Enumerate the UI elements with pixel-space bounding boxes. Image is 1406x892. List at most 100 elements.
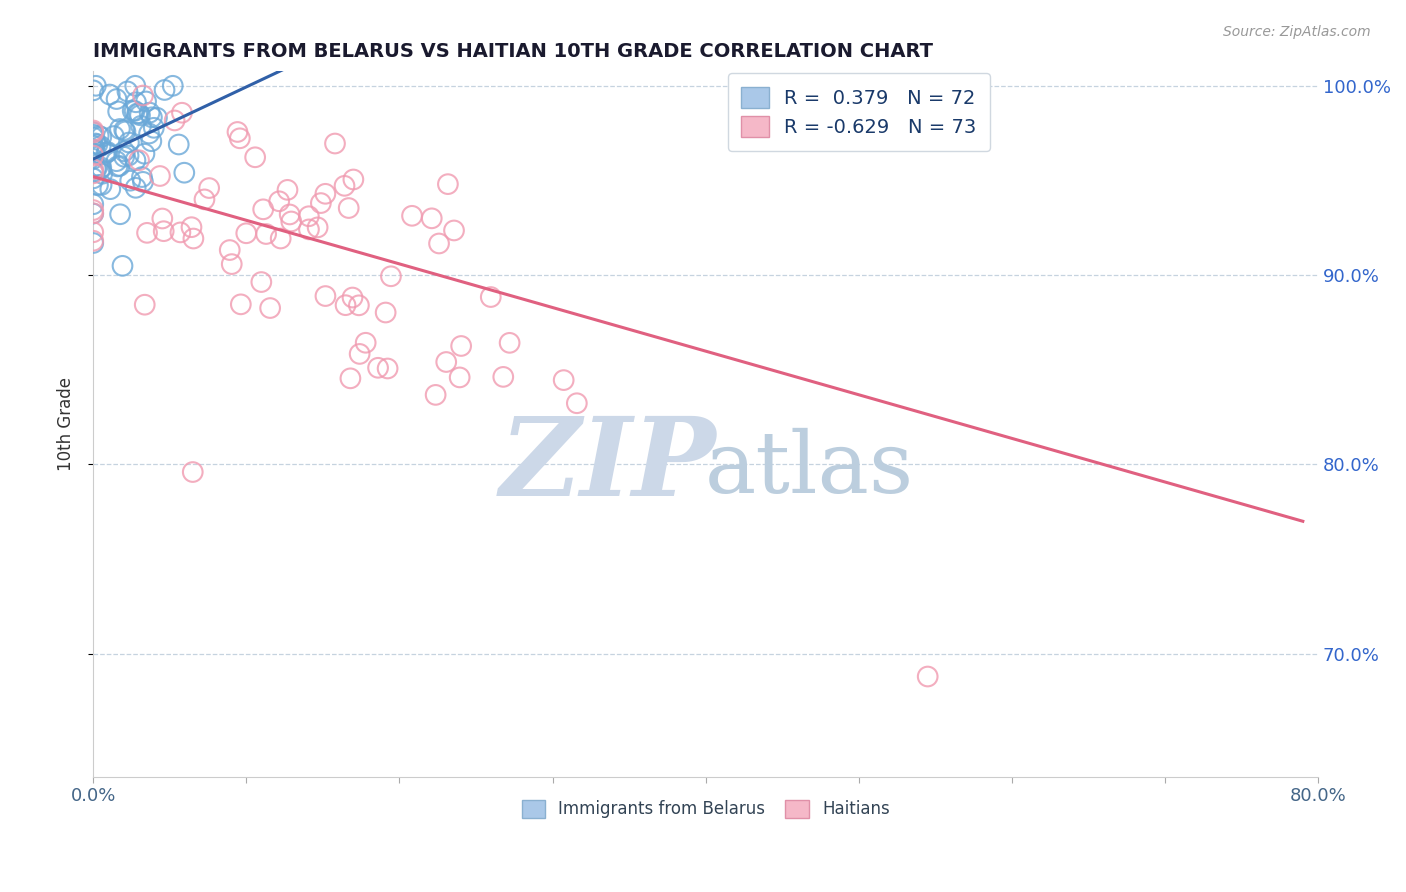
Point — [309, 196, 332, 211]
Point — [252, 202, 274, 217]
Point — [112, 145, 135, 159]
Point — [152, 224, 174, 238]
Point — [91, 167, 114, 181]
Point — [90, 162, 112, 177]
Point — [401, 209, 423, 223]
Point — [107, 104, 129, 119]
Point — [82, 123, 104, 137]
Point — [90, 130, 112, 145]
Point — [108, 207, 131, 221]
Point — [82, 125, 104, 139]
Point — [124, 103, 146, 118]
Point — [173, 166, 195, 180]
Point — [342, 291, 364, 305]
Point — [229, 297, 252, 311]
Point — [354, 335, 377, 350]
Point — [342, 172, 364, 186]
Point — [367, 360, 389, 375]
Point — [337, 201, 360, 215]
Point — [270, 231, 292, 245]
Point — [82, 206, 104, 220]
Point — [105, 154, 128, 169]
Point — [103, 129, 125, 144]
Point — [82, 171, 104, 186]
Point — [479, 290, 502, 304]
Point — [117, 148, 139, 162]
Point — [82, 125, 104, 139]
Point — [105, 92, 128, 106]
Point — [82, 235, 104, 250]
Point — [82, 162, 104, 177]
Point — [169, 226, 191, 240]
Point — [84, 78, 107, 93]
Point — [90, 178, 112, 192]
Point — [135, 95, 157, 109]
Point — [84, 161, 107, 176]
Point — [117, 84, 139, 98]
Point — [82, 225, 104, 239]
Point — [138, 127, 160, 141]
Point — [553, 373, 575, 387]
Point — [218, 243, 240, 257]
Point — [82, 128, 104, 142]
Point — [254, 227, 277, 241]
Point — [83, 143, 105, 157]
Point — [124, 78, 146, 93]
Point — [90, 139, 112, 153]
Point — [437, 177, 460, 191]
Point — [131, 170, 153, 185]
Point — [335, 298, 357, 312]
Point — [323, 136, 346, 151]
Point — [243, 150, 266, 164]
Point — [108, 159, 131, 173]
Point — [449, 370, 471, 384]
Point — [96, 145, 118, 159]
Point — [129, 108, 152, 122]
Point — [298, 209, 321, 223]
Point — [380, 269, 402, 284]
Point — [250, 275, 273, 289]
Point — [280, 214, 302, 228]
Text: ZIP: ZIP — [499, 412, 716, 520]
Point — [314, 186, 336, 201]
Point — [434, 355, 457, 369]
Point — [221, 257, 243, 271]
Point — [86, 161, 108, 176]
Point — [118, 136, 141, 150]
Point — [90, 161, 112, 175]
Point — [427, 236, 450, 251]
Point — [111, 259, 134, 273]
Point — [259, 301, 281, 315]
Point — [82, 203, 104, 218]
Point — [167, 137, 190, 152]
Point — [425, 388, 447, 402]
Point — [170, 105, 193, 120]
Y-axis label: 10th Grade: 10th Grade — [58, 376, 75, 471]
Point — [565, 396, 588, 410]
Point — [136, 226, 159, 240]
Point — [128, 106, 150, 120]
Point — [150, 211, 173, 226]
Point — [333, 178, 356, 193]
Point — [276, 183, 298, 197]
Point — [84, 136, 107, 151]
Point — [374, 305, 396, 319]
Point — [278, 207, 301, 221]
Point — [125, 181, 148, 195]
Point — [127, 106, 149, 120]
Point — [193, 193, 215, 207]
Point — [134, 298, 156, 312]
Point — [112, 123, 135, 137]
Point — [132, 88, 155, 103]
Point — [82, 234, 104, 248]
Point — [114, 124, 136, 138]
Point — [112, 150, 135, 164]
Point — [349, 347, 371, 361]
Point — [339, 371, 361, 385]
Point — [82, 197, 104, 211]
Point — [129, 119, 152, 133]
Point — [298, 222, 321, 236]
Point — [377, 361, 399, 376]
Point — [269, 194, 291, 209]
Point — [82, 146, 104, 161]
